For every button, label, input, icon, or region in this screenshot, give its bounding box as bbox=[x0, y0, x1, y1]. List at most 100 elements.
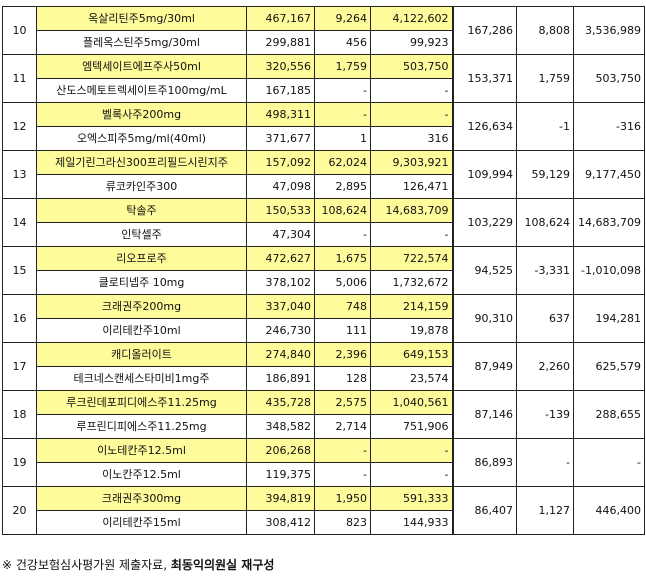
rank-cell[interactable]: 13 bbox=[2, 150, 37, 199]
value-a-cell[interactable]: 371,677 bbox=[246, 126, 315, 151]
value-a-cell[interactable]: 299,881 bbox=[246, 30, 315, 55]
value-c-cell[interactable]: 1,732,672 bbox=[370, 270, 453, 295]
diff-b-cell[interactable]: 1,759 bbox=[516, 54, 574, 103]
value-c-cell[interactable]: 751,906 bbox=[370, 414, 453, 439]
rank-cell[interactable]: 18 bbox=[2, 390, 37, 439]
diff-b-cell[interactable]: -139 bbox=[516, 390, 574, 439]
drug-name-cell[interactable]: 루크린데포피디에스주11.25mg bbox=[36, 390, 247, 415]
value-a-cell[interactable]: 246,730 bbox=[246, 318, 315, 343]
value-b-cell[interactable]: - bbox=[314, 78, 371, 103]
value-c-cell[interactable]: 14,683,709 bbox=[370, 198, 453, 223]
drug-name-cell[interactable]: 벨록사주200mg bbox=[36, 102, 247, 127]
drug-name-cell[interactable]: 이리테칸주15ml bbox=[36, 510, 247, 535]
diff-c-cell[interactable]: 503,750 bbox=[573, 54, 645, 103]
drug-name-cell[interactable]: 이노테칸주12.5ml bbox=[36, 438, 247, 463]
value-a-cell[interactable]: 206,268 bbox=[246, 438, 315, 463]
diff-c-cell[interactable]: -1,010,098 bbox=[573, 246, 645, 295]
diff-b-cell[interactable]: - bbox=[516, 438, 574, 487]
drug-name-cell[interactable]: 류코카인주300 bbox=[36, 174, 247, 199]
value-c-cell[interactable]: 1,040,561 bbox=[370, 390, 453, 415]
value-a-cell[interactable]: 274,840 bbox=[246, 342, 315, 367]
value-c-cell[interactable]: - bbox=[370, 102, 453, 127]
value-a-cell[interactable]: 348,582 bbox=[246, 414, 315, 439]
value-c-cell[interactable]: 99,923 bbox=[370, 30, 453, 55]
value-b-cell[interactable]: 128 bbox=[314, 366, 371, 391]
value-a-cell[interactable]: 378,102 bbox=[246, 270, 315, 295]
value-c-cell[interactable]: 214,159 bbox=[370, 294, 453, 319]
value-b-cell[interactable]: 823 bbox=[314, 510, 371, 535]
diff-b-cell[interactable]: 59,129 bbox=[516, 150, 574, 199]
value-c-cell[interactable]: - bbox=[370, 222, 453, 247]
drug-name-cell[interactable]: 루프린디피에스주11.25mg bbox=[36, 414, 247, 439]
value-b-cell[interactable]: 62,024 bbox=[314, 150, 371, 175]
diff-b-cell[interactable]: 637 bbox=[516, 294, 574, 343]
value-a-cell[interactable]: 472,627 bbox=[246, 246, 315, 271]
rank-cell[interactable]: 11 bbox=[2, 54, 37, 103]
rank-cell[interactable]: 10 bbox=[2, 6, 37, 55]
value-a-cell[interactable]: 47,098 bbox=[246, 174, 315, 199]
rank-cell[interactable]: 14 bbox=[2, 198, 37, 247]
value-a-cell[interactable]: 167,185 bbox=[246, 78, 315, 103]
value-a-cell[interactable]: 498,311 bbox=[246, 102, 315, 127]
drug-name-cell[interactable]: 옥살리틴주5mg/30ml bbox=[36, 6, 247, 31]
drug-name-cell[interactable]: 플레옥스틴주5mg/30ml bbox=[36, 30, 247, 55]
diff-c-cell[interactable]: 446,400 bbox=[573, 486, 645, 535]
drug-name-cell[interactable]: 크래권주300mg bbox=[36, 486, 247, 511]
drug-name-cell[interactable]: 리오프로주 bbox=[36, 246, 247, 271]
value-c-cell[interactable]: 23,574 bbox=[370, 366, 453, 391]
value-b-cell[interactable]: 111 bbox=[314, 318, 371, 343]
diff-c-cell[interactable]: 625,579 bbox=[573, 342, 645, 391]
value-a-cell[interactable]: 320,556 bbox=[246, 54, 315, 79]
diff-a-cell[interactable]: 103,229 bbox=[451, 198, 517, 247]
value-b-cell[interactable]: - bbox=[314, 438, 371, 463]
diff-a-cell[interactable]: 126,634 bbox=[451, 102, 517, 151]
diff-a-cell[interactable]: 167,286 bbox=[451, 6, 517, 55]
drug-name-cell[interactable]: 이리테칸주10ml bbox=[36, 318, 247, 343]
value-b-cell[interactable]: - bbox=[314, 102, 371, 127]
value-c-cell[interactable]: 591,333 bbox=[370, 486, 453, 511]
diff-b-cell[interactable]: 8,808 bbox=[516, 6, 574, 55]
value-c-cell[interactable]: 503,750 bbox=[370, 54, 453, 79]
drug-name-cell[interactable]: 오엑스피주5mg/ml(40ml) bbox=[36, 126, 247, 151]
value-a-cell[interactable]: 308,412 bbox=[246, 510, 315, 535]
value-b-cell[interactable]: 1 bbox=[314, 126, 371, 151]
diff-b-cell[interactable]: 1,127 bbox=[516, 486, 574, 535]
drug-name-cell[interactable]: 엠텍세이트에프주사50ml bbox=[36, 54, 247, 79]
value-a-cell[interactable]: 47,304 bbox=[246, 222, 315, 247]
drug-name-cell[interactable]: 이노칸주12.5ml bbox=[36, 462, 247, 487]
value-b-cell[interactable]: 2,575 bbox=[314, 390, 371, 415]
value-b-cell[interactable]: - bbox=[314, 222, 371, 247]
rank-cell[interactable]: 20 bbox=[2, 486, 37, 535]
drug-name-cell[interactable]: 테크네스캔세스타미비1mg주 bbox=[36, 366, 247, 391]
value-c-cell[interactable]: - bbox=[370, 462, 453, 487]
diff-c-cell[interactable]: -316 bbox=[573, 102, 645, 151]
diff-a-cell[interactable]: 87,146 bbox=[451, 390, 517, 439]
value-c-cell[interactable]: 649,153 bbox=[370, 342, 453, 367]
diff-a-cell[interactable]: 94,525 bbox=[451, 246, 517, 295]
value-b-cell[interactable]: 108,624 bbox=[314, 198, 371, 223]
drug-name-cell[interactable]: 캐디올러이트 bbox=[36, 342, 247, 367]
value-a-cell[interactable]: 467,167 bbox=[246, 6, 315, 31]
value-b-cell[interactable]: 2,714 bbox=[314, 414, 371, 439]
rank-cell[interactable]: 17 bbox=[2, 342, 37, 391]
value-c-cell[interactable]: 19,878 bbox=[370, 318, 453, 343]
value-b-cell[interactable]: 1,950 bbox=[314, 486, 371, 511]
value-a-cell[interactable]: 394,819 bbox=[246, 486, 315, 511]
value-c-cell[interactable]: 9,303,921 bbox=[370, 150, 453, 175]
diff-a-cell[interactable]: 90,310 bbox=[451, 294, 517, 343]
diff-b-cell[interactable]: -3,331 bbox=[516, 246, 574, 295]
rank-cell[interactable]: 19 bbox=[2, 438, 37, 487]
drug-name-cell[interactable]: 클로티넵주 10mg bbox=[36, 270, 247, 295]
value-c-cell[interactable]: 722,574 bbox=[370, 246, 453, 271]
drug-name-cell[interactable]: 산도스메토트렉세이트주100mg/mL bbox=[36, 78, 247, 103]
value-a-cell[interactable]: 119,375 bbox=[246, 462, 315, 487]
diff-a-cell[interactable]: 109,994 bbox=[451, 150, 517, 199]
value-b-cell[interactable]: - bbox=[314, 462, 371, 487]
diff-c-cell[interactable]: 288,655 bbox=[573, 390, 645, 439]
diff-c-cell[interactable]: 14,683,709 bbox=[573, 198, 645, 247]
diff-a-cell[interactable]: 86,893 bbox=[451, 438, 517, 487]
value-a-cell[interactable]: 157,092 bbox=[246, 150, 315, 175]
diff-b-cell[interactable]: -1 bbox=[516, 102, 574, 151]
diff-b-cell[interactable]: 2,260 bbox=[516, 342, 574, 391]
value-b-cell[interactable]: 1,675 bbox=[314, 246, 371, 271]
